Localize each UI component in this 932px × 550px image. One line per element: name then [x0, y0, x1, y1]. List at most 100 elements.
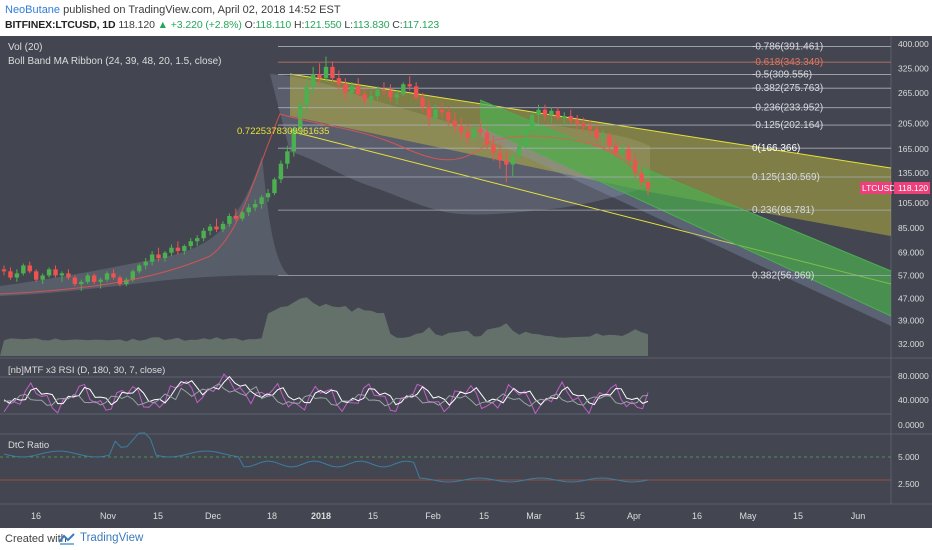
candle-body — [323, 66, 329, 79]
low-value: 113.830 — [352, 19, 390, 31]
boll-indicator-label: Boll Band MA Ribbon (24, 39, 48, 20, 1.5… — [8, 56, 221, 67]
candle-body — [304, 86, 309, 105]
candle-body — [484, 132, 490, 145]
time-tick-0: 16 — [31, 511, 41, 521]
fib-label-7: 0.125(130.569) — [752, 172, 820, 183]
candle-body — [27, 265, 32, 272]
candle-body — [259, 197, 264, 205]
fib-label-1: -0.618(343.349) — [752, 57, 823, 68]
candle-body — [356, 86, 361, 95]
price-tick-0: 400.000 — [898, 39, 929, 49]
price-tick-4: 165.000 — [898, 144, 929, 154]
candle-body — [394, 94, 400, 98]
candle-body — [310, 74, 316, 87]
bollinger-cloud-lower — [0, 156, 290, 296]
candle-body — [336, 78, 342, 85]
candle-body — [233, 216, 239, 219]
candle-body — [175, 247, 181, 252]
candle-body — [317, 74, 322, 79]
candle-body — [504, 160, 509, 165]
chart-header: NeoButane published on TradingView.com, … — [0, 0, 932, 36]
time-tick-2: 15 — [153, 511, 163, 521]
high-label: H: — [293, 19, 305, 31]
fib-annotation: 0.7225378309961635 — [237, 126, 329, 137]
time-axis[interactable]: 16 Nov 15 Dec 18 2018 15 Feb 15 Mar 15 Apr 16 May 15 Ju… — [31, 511, 865, 521]
candle-body — [85, 275, 90, 282]
rsi-line-purple — [3, 373, 649, 415]
candle-body — [381, 89, 387, 91]
price-tick-8: 69.000 — [898, 248, 924, 258]
high-value: 121.550 — [304, 19, 342, 31]
publish-line: NeoButane published on TradingView.com, … — [5, 4, 341, 16]
candle-body — [104, 273, 110, 280]
candle-body — [549, 110, 554, 116]
candle-body — [555, 110, 561, 118]
time-tick-4: 18 — [267, 511, 277, 521]
candle-body — [407, 84, 412, 87]
bollinger-cloud-upper — [270, 74, 650, 215]
price-axis[interactable]: 400.000 325.000 265.000 205.000 165.000 135.0… — [898, 39, 929, 349]
time-tick-3: Dec — [205, 511, 222, 521]
last-price: 118.120 — [118, 19, 155, 31]
rsi-panel-title: [nb]MTF x3 RSI (D, 180, 30, 7, close) — [8, 365, 165, 376]
dtc-panel-title: DtC Ratio — [8, 440, 49, 451]
candle-body — [111, 273, 116, 278]
fib-label-2: -0.5(309.556) — [752, 69, 812, 80]
candle-body — [452, 120, 457, 127]
chart-background — [0, 36, 932, 528]
footer: Created with TradingView — [0, 528, 932, 550]
candle-body — [8, 271, 13, 278]
green-channel-lower — [479, 125, 892, 317]
candle-body — [620, 149, 625, 153]
created-with-text: Created with — [5, 533, 67, 545]
candle-body — [227, 216, 232, 224]
candle-body — [523, 129, 528, 146]
author-link[interactable]: NeoButane — [5, 4, 61, 16]
time-tick-9: Mar — [526, 511, 542, 521]
publish-info: published on TradingView.com, April 02, … — [63, 4, 341, 16]
tradingview-brand[interactable]: TradingView — [80, 532, 144, 544]
candle-body — [240, 212, 245, 219]
candle-body — [265, 193, 271, 198]
candle-body — [581, 123, 586, 127]
fib-label-0: -0.786(391.461) — [752, 42, 823, 53]
dtc-tick-2-5: 2.500 — [898, 479, 920, 489]
candle-body — [459, 126, 464, 133]
fib-label-6: 0(166.366) — [752, 143, 800, 154]
symbol-line: BITFINEX:LTCUSD, 1D 118.120 ▲ +3.220 (+2… — [5, 19, 439, 31]
time-tick-12: 16 — [692, 511, 702, 521]
candle-body — [426, 107, 432, 118]
price-tick-1: 325.000 — [898, 64, 929, 74]
candle-body — [587, 126, 593, 130]
candle-body — [413, 86, 419, 98]
candle-body — [46, 269, 52, 276]
last-price-tag — [894, 182, 930, 194]
candle-body — [607, 135, 612, 146]
price-change: ▲ +3.220 (+2.8%) — [157, 19, 242, 31]
candle-body — [388, 90, 393, 98]
price-chart[interactable]: -0.786(391.461) -0.618(343.349)-0.5(309.5… — [0, 36, 932, 528]
candle-body — [594, 129, 599, 138]
time-tick-6: 15 — [368, 511, 378, 521]
candle-body — [349, 86, 354, 93]
channel-lower-fill — [480, 126, 891, 326]
candle-body — [91, 275, 97, 282]
candle-body — [130, 271, 135, 280]
time-tick-7: Feb — [425, 511, 441, 521]
dtc-tick-5: 5.000 — [898, 452, 920, 462]
candle-body — [182, 246, 187, 252]
candle-body — [375, 89, 380, 97]
candle-body — [439, 109, 445, 113]
candle-body — [195, 238, 200, 242]
dtc-ratio-line — [3, 432, 649, 483]
candle-body — [59, 273, 65, 276]
candle-body — [478, 129, 483, 133]
candle-body — [362, 94, 367, 100]
candle-body — [401, 84, 406, 95]
rsi-line-grey — [3, 383, 649, 407]
candle-body — [14, 273, 20, 278]
last-price-symbol-tag — [860, 182, 892, 194]
time-tick-14: 15 — [793, 511, 803, 521]
tradingview-logo-icon — [58, 533, 75, 545]
candle-body — [1, 269, 7, 272]
